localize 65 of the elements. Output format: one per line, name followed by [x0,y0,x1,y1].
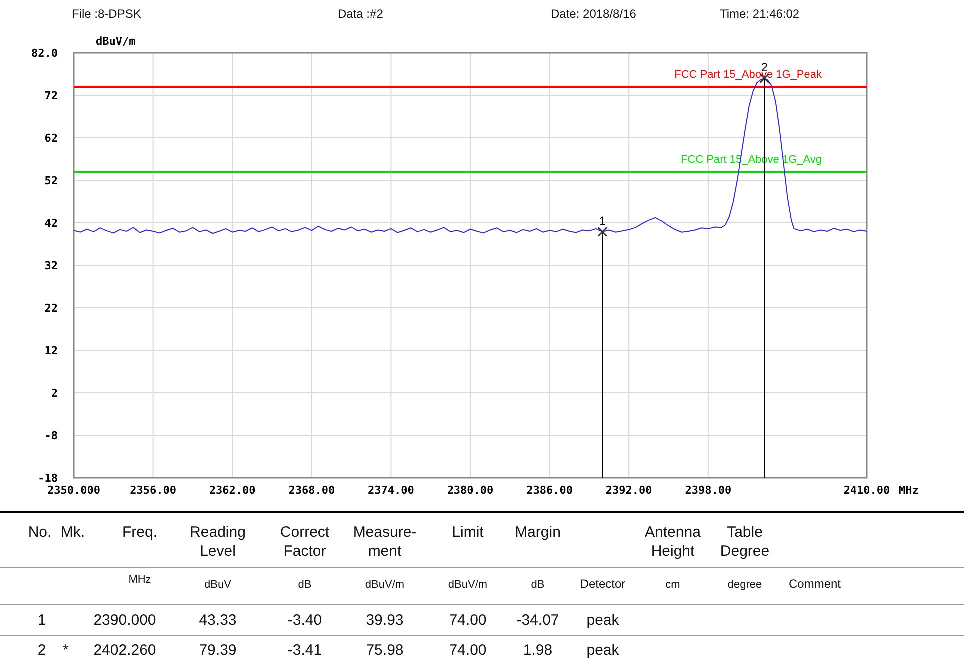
text: 79.39 [199,642,237,659]
text: Antenna Height [645,524,702,560]
text: Detector [580,577,626,591]
text: Date: 2018/8/16 [551,7,637,21]
text: peak [586,612,620,629]
text: MHz [128,574,152,586]
text: Limit [452,524,485,541]
text: 74.00 [449,642,487,659]
text: dB [531,579,545,591]
x-axis-title: MHz [899,484,919,497]
text: Mk. [60,524,86,541]
x-tick-label: 2356.00 [130,484,176,497]
y-tick-label: 22 [44,302,58,315]
text: -3.41 [288,642,322,659]
ref-line-label: FCC Part 15_Above 1G_Peak [674,69,822,81]
y-tick-label: 72 [44,90,58,102]
text: 39.93 [366,612,404,629]
text: -34.07 [516,612,560,629]
text: Measure- ment [353,524,417,560]
y-axis-title: dBuV/m [96,35,136,48]
text: dBuV [204,579,232,591]
y-tick-label: -18 [38,472,58,485]
text: 2390.000 [94,612,156,629]
text: * [63,642,70,659]
y-tick-label: 12 [44,344,58,358]
x-tick-label: 2398.00 [685,484,732,497]
text: -3.40 [288,612,322,629]
text: dBuV/m [448,579,488,591]
y-tick-label: 62 [44,132,58,145]
text: No. [28,524,52,541]
y-tick-label: 32 [44,260,58,272]
text: degree [728,579,762,591]
y-tick-label: 82.0 [32,47,58,60]
text: Comment [788,577,842,591]
x-tick-label: 2368.00 [288,484,336,497]
y-tick-label: -8 [44,430,58,442]
text: cm [666,579,680,591]
y-tick-label: 52 [44,174,58,188]
text: Reading Level [190,524,246,560]
text: dBuV/m [365,579,405,591]
text: 1.98 [523,642,553,659]
text: 2402.260 [94,642,156,659]
text: 74.00 [449,612,487,629]
x-tick-label: 2374.00 [368,484,414,497]
x-tick-label: 2392.00 [606,484,652,497]
text: Margin [515,524,561,541]
text: 1 [38,612,46,629]
text: 43.33 [199,612,237,629]
x-tick-label: 2410.00 [844,484,890,497]
x-tick-label: 2386.00 [526,484,573,497]
text: 75.98 [366,642,404,659]
text: Table Degree [720,524,770,560]
text: Data :#2 [338,7,384,21]
text: Freq. [122,524,158,541]
text: dB [298,579,312,591]
y-tick-label: 2 [51,387,58,400]
x-tick-label: 2350.000 [48,484,100,497]
annotation: 1 [599,214,606,228]
text: File :8-DPSK [72,7,142,21]
y-tick-label: 42 [44,217,58,230]
text: peak [586,642,620,659]
text: Correct Factor [280,524,330,560]
text: Time: 21:46:02 [720,7,800,21]
x-tick-label: 2380.00 [447,484,494,497]
x-tick-label: 2362.00 [209,484,256,497]
